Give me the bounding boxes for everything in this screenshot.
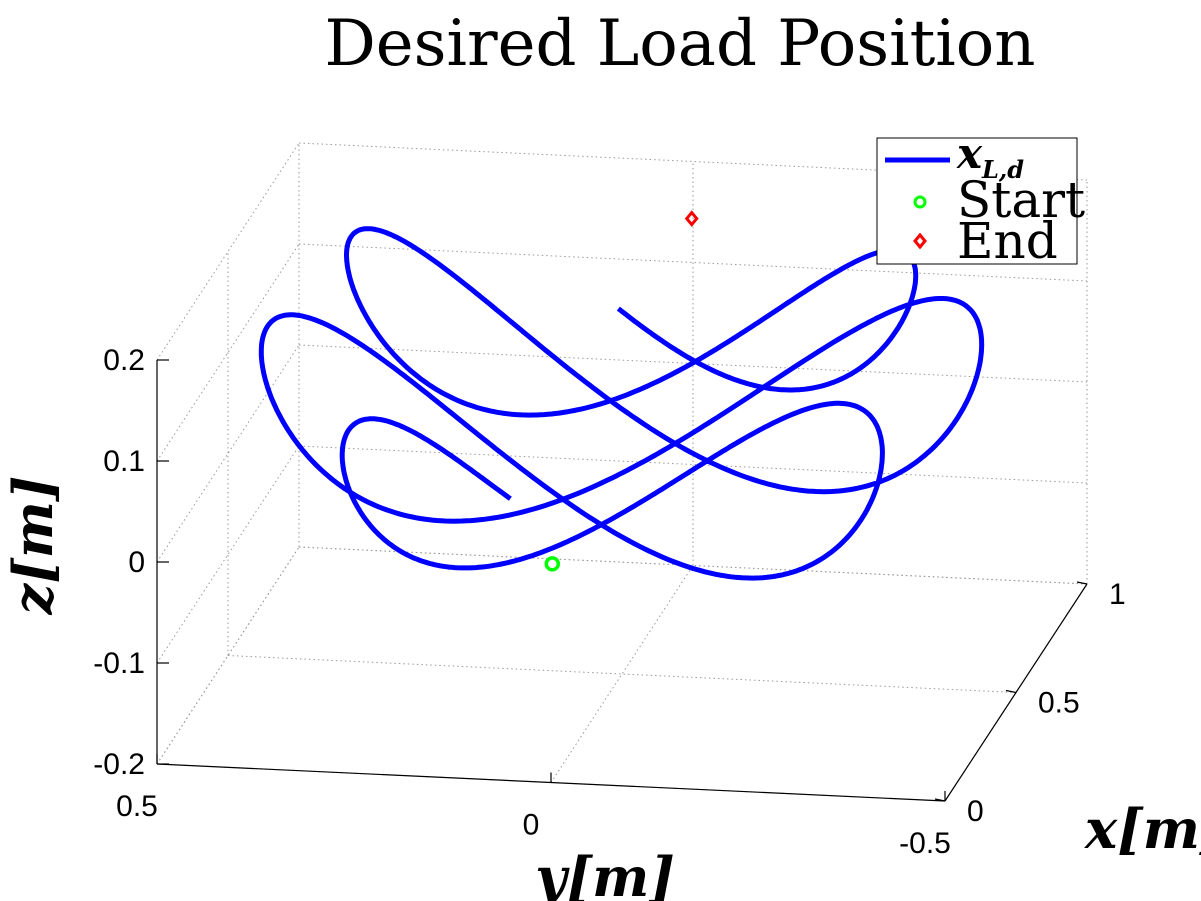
x-tick-label: 0 <box>967 795 984 828</box>
axes <box>156 359 1088 802</box>
x-tick-mark <box>1005 689 1017 694</box>
grid-line-back-z <box>298 243 1088 282</box>
chart-title: Desired Load Position <box>324 7 1035 81</box>
grid-line-floor-y <box>550 565 694 783</box>
x-tick-mark <box>934 798 946 802</box>
x-tick-label: 1 <box>1109 578 1126 611</box>
legend-label-end: End <box>957 212 1058 270</box>
grid-line-back-z <box>298 445 1088 484</box>
legend-end-marker <box>913 232 927 250</box>
grid-line-side-z <box>156 344 300 563</box>
z-tick-label: -0.2 <box>93 748 145 781</box>
x-tick-mark <box>1076 581 1088 585</box>
legend-label-series: xL,d <box>956 129 1024 184</box>
trajectory-series <box>258 226 985 581</box>
grid-line-back-z <box>298 344 1088 383</box>
legend-label-start: Start <box>957 171 1085 229</box>
grid-line-side-z <box>156 445 300 664</box>
z-axis-label: z[m] <box>1 476 65 616</box>
z-tick-label: 0 <box>128 546 145 579</box>
grid-line-side-z <box>156 243 300 462</box>
grid-line-floor-y <box>156 546 300 765</box>
z-tick-label: 0.2 <box>103 344 145 377</box>
grid-line-floor-x <box>298 546 1088 585</box>
grid-line-side-z <box>156 142 300 361</box>
x-tick-label: 0.5 <box>1038 687 1080 720</box>
x-axis-label: x[m] <box>1084 797 1201 861</box>
y-tick-label: 0 <box>523 809 540 842</box>
z-tick-label: -0.1 <box>93 647 145 680</box>
z-tick-label: 0.1 <box>103 445 145 478</box>
legend-start-marker <box>913 195 927 209</box>
legend-series-main: x <box>956 129 983 178</box>
end-marker <box>684 210 699 227</box>
tick-labels: 0.2 0.1 0 -0.1 -0.2 0.5 0 -0.5 0 0.5 1 <box>93 344 1125 860</box>
legend: xL,d Start End <box>876 129 1085 270</box>
start-marker <box>544 556 561 572</box>
y-tick-label: -0.5 <box>899 827 951 860</box>
endpoint-markers <box>544 210 699 572</box>
grid-line-floor-x <box>227 655 1017 693</box>
y-axis-label: y[m] <box>534 845 675 901</box>
y-tick-label: 0.5 <box>116 790 158 823</box>
legend-series-sub: L,d <box>981 155 1024 184</box>
trajectory-line <box>258 226 985 581</box>
